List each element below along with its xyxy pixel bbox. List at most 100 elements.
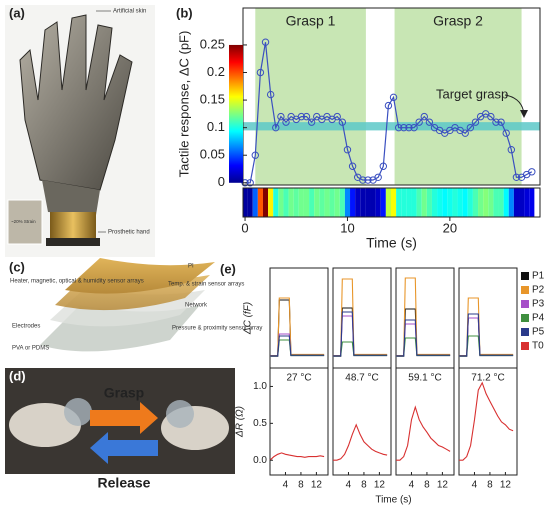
x-tick-label: 8 [361,480,367,491]
y-tick-label: 0.2 [207,64,225,79]
heat-cell [488,188,494,217]
x-tick-label: 12 [500,480,512,491]
heat-cell [324,188,330,217]
heat-cell [278,188,284,217]
data-point [343,146,352,154]
legend-swatch [521,328,529,336]
legend-swatch [521,300,529,308]
heat-cell [472,188,479,217]
heat-cell [519,188,525,217]
data-point [379,162,388,170]
heat-cell [426,188,432,217]
legend-swatch [521,314,529,322]
panel-label: (e) [220,261,236,276]
heat-cell [421,188,427,217]
annotation: Artificial skin [113,9,146,15]
charts: Grasp 1 Grasp 2 Target grasp 0 0.05 0.1 0.15 0.… [176,7,545,506]
data-point [492,118,500,126]
heat-cell [360,188,366,217]
y-tick-label: 0 [218,174,225,189]
heat-cell [329,188,335,217]
heat-cell [447,188,453,217]
heat-cell [437,188,443,217]
annotation: PI [188,264,194,270]
panel-label: (d) [9,368,26,383]
legend-label: P4 [532,313,545,324]
trace [459,313,514,357]
trace [396,319,451,357]
heat-cell [319,188,325,217]
heat-cell [303,188,310,217]
heat-cell [467,188,473,217]
grasp-region [255,8,366,185]
heat-cell [411,188,417,217]
heat-cell [390,188,397,217]
x-tick-label: 4 [472,480,478,491]
data-point [348,162,357,170]
data-point [420,112,428,121]
x-tick-label: 8 [424,480,430,491]
heat-cell [283,188,289,217]
heat-cell [344,188,351,217]
data-point [502,129,510,137]
annotation: Pressure & proximity sensor array [172,326,262,332]
grasp-photo [5,368,235,474]
legend-label: P3 [532,299,545,310]
region-label: Grasp 1 [286,13,336,29]
trace [269,452,325,461]
data-point [410,123,418,132]
data-point [333,112,341,121]
data-point [400,123,408,132]
annotation: Heater, magnetic, optical & humidity sen… [10,279,144,285]
y-tick-label: 0.25 [200,36,225,51]
arrow-head [520,110,528,118]
temperature-label: 48.7 °C [345,373,378,384]
trace [270,335,325,357]
data-point [461,129,469,137]
x-tick-label: 20 [443,220,457,235]
heat-cell [513,188,520,217]
heat-cell [529,188,535,217]
target-band [243,122,540,131]
data-point [425,118,434,126]
heat-cell [503,188,509,217]
x-tick-label: 8 [298,480,304,491]
data-point [297,112,306,121]
legend-swatch [521,272,529,280]
legend-label: T0 [532,341,544,352]
heat-cell [355,188,361,217]
data-point [384,101,393,110]
data-point [497,118,505,126]
x-tick-label: 0 [241,220,248,235]
y-tick-label: 0.0 [253,455,267,466]
trace [459,381,514,461]
x-tick-label: 12 [311,480,323,491]
heat-cell [457,188,463,217]
legend-swatch [521,286,529,294]
x-tick-label: 4 [409,480,415,491]
annotation: ~20% Strain [11,219,36,224]
heat-cell [262,188,269,217]
heat-cell [483,188,489,217]
heat-cell [493,188,499,217]
hand-photo [5,5,155,257]
data-point [261,38,270,46]
heat-cell [309,188,315,217]
heat-cell [396,188,402,217]
subplot [269,267,329,476]
y2-axis-label: ΔR (Ω) [235,406,246,438]
subplot [395,267,455,476]
annotation: Electrodes [12,324,40,330]
data-point [359,176,367,184]
data-point [272,123,280,132]
data-point [364,176,372,184]
data-point [466,123,475,132]
caption-strip [5,474,235,510]
annotation: Grasp [104,385,144,401]
grasp-region [394,8,522,185]
trace [396,405,451,461]
heat-cell [298,188,304,217]
data-point [405,123,413,132]
heat-cell [252,188,258,217]
